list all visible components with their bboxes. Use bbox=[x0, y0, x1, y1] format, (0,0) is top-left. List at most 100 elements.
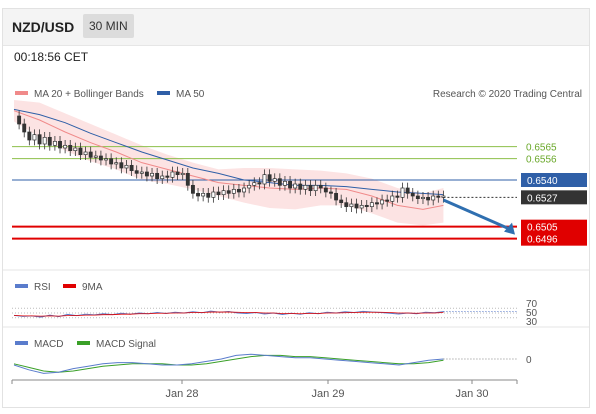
candle-body bbox=[252, 182, 257, 186]
candle-body bbox=[68, 144, 73, 152]
candle-body bbox=[385, 199, 390, 202]
rsi-level-50: 50 bbox=[526, 308, 538, 319]
candle-body bbox=[426, 196, 431, 201]
level-label-0.6505: 0.6505 bbox=[527, 223, 558, 234]
candle-body bbox=[58, 140, 62, 149]
candle-body bbox=[257, 182, 262, 185]
candle-body bbox=[242, 187, 247, 193]
candle-body bbox=[139, 171, 144, 174]
level-tag-0.6505 bbox=[521, 219, 587, 234]
rsi-level-30: 30 bbox=[526, 317, 538, 328]
candle-body bbox=[180, 172, 185, 176]
timeframe-badge[interactable]: 30 MIN bbox=[83, 14, 134, 38]
candle-body bbox=[47, 136, 52, 146]
candle-body bbox=[78, 147, 83, 156]
macd-signal-line bbox=[13, 354, 444, 373]
candle-body bbox=[262, 174, 267, 185]
candle-body bbox=[37, 134, 42, 145]
candle-body bbox=[63, 144, 68, 149]
candle-body bbox=[329, 191, 333, 194]
candle-body bbox=[42, 136, 47, 145]
candle-body bbox=[226, 190, 231, 194]
candle-body bbox=[190, 184, 195, 194]
candle-body bbox=[206, 192, 211, 198]
candle-body bbox=[318, 184, 323, 189]
candle-body bbox=[364, 204, 369, 208]
candle-body bbox=[165, 175, 170, 178]
chart-frame: NZD/USD 30 MIN 00:18:56 CET bbox=[2, 8, 590, 408]
candle-body bbox=[231, 188, 236, 194]
x-tick-jan30: Jan 30 bbox=[455, 388, 488, 400]
candle-body bbox=[354, 203, 359, 209]
legend-swatch-macd-signal bbox=[77, 341, 90, 345]
candle-body bbox=[247, 184, 252, 189]
candle-body bbox=[334, 192, 339, 201]
candle-body bbox=[144, 171, 149, 177]
candle-body bbox=[436, 195, 441, 198]
candle-body bbox=[155, 172, 160, 180]
candle-body bbox=[119, 162, 124, 169]
legend-rsi: RSI bbox=[34, 282, 51, 293]
candle-body bbox=[390, 195, 395, 202]
legend-macd: MACD bbox=[34, 339, 63, 350]
candle-body bbox=[211, 191, 216, 198]
legend-swatch-macd bbox=[15, 341, 28, 345]
level-label-0.6527: 0.6527 bbox=[527, 193, 558, 204]
candle-body bbox=[216, 191, 221, 196]
legend-swatch-ma20 bbox=[15, 91, 28, 95]
legend-ma20: MA 20 + Bollinger Bands bbox=[34, 89, 144, 100]
candle-body bbox=[282, 180, 287, 186]
candle-body bbox=[272, 178, 277, 182]
legend-macd-signal: MACD Signal bbox=[96, 339, 156, 350]
candle-body bbox=[267, 174, 272, 182]
level-tag-0.6527 bbox=[521, 190, 587, 205]
candle-body bbox=[421, 196, 425, 200]
macd-zero-label: 0 bbox=[526, 355, 532, 366]
candle-body bbox=[134, 170, 139, 174]
candle-body bbox=[431, 195, 436, 201]
candle-body bbox=[410, 192, 415, 197]
candle-body bbox=[201, 192, 206, 197]
candle-body bbox=[400, 187, 405, 198]
level-label-0.6496: 0.6496 bbox=[527, 235, 558, 246]
series-ma50 bbox=[13, 108, 444, 196]
candle-body bbox=[17, 115, 22, 125]
candle-body bbox=[150, 172, 154, 177]
candle-body bbox=[380, 199, 385, 205]
level-label-0.6565: 0.6565 bbox=[526, 143, 557, 154]
candle-body bbox=[293, 183, 298, 189]
chart-header: NZD/USD 30 MIN bbox=[3, 9, 589, 46]
candle-body bbox=[160, 175, 165, 180]
legend-swatch-rsi bbox=[15, 284, 28, 288]
candle-body bbox=[375, 202, 379, 205]
candle-body bbox=[405, 187, 410, 194]
legend-swatch-rsi-ma bbox=[63, 284, 76, 288]
candle-body bbox=[298, 183, 303, 190]
candle-body bbox=[27, 131, 32, 141]
candle-body bbox=[303, 184, 308, 190]
candle-body bbox=[288, 180, 293, 189]
symbol-title: NZD/USD bbox=[12, 19, 75, 35]
candle-body bbox=[93, 155, 98, 158]
candle-body bbox=[359, 204, 364, 209]
candle-body bbox=[395, 195, 400, 198]
credit-text: Research © 2020 Trading Central bbox=[433, 89, 582, 100]
candle-body bbox=[349, 203, 354, 208]
legend-ma50: MA 50 bbox=[176, 89, 205, 100]
candle-body bbox=[308, 184, 313, 192]
level-label-0.6556: 0.6556 bbox=[526, 155, 557, 166]
level-label-0.6540: 0.6540 bbox=[527, 176, 558, 187]
candle-body bbox=[170, 171, 175, 178]
candle-body bbox=[221, 190, 226, 196]
clock-text: 00:18:56 CET bbox=[14, 50, 89, 64]
candle-body bbox=[124, 164, 129, 169]
candle-body bbox=[114, 162, 119, 165]
x-tick-jan29: Jan 29 bbox=[311, 388, 344, 400]
bollinger-band bbox=[14, 100, 444, 226]
rsi-ma-line bbox=[13, 311, 444, 317]
candle-body bbox=[98, 155, 103, 161]
candle-body bbox=[32, 134, 37, 141]
candle-body bbox=[277, 178, 282, 186]
candle-body bbox=[109, 158, 114, 165]
candle-body bbox=[236, 188, 241, 193]
